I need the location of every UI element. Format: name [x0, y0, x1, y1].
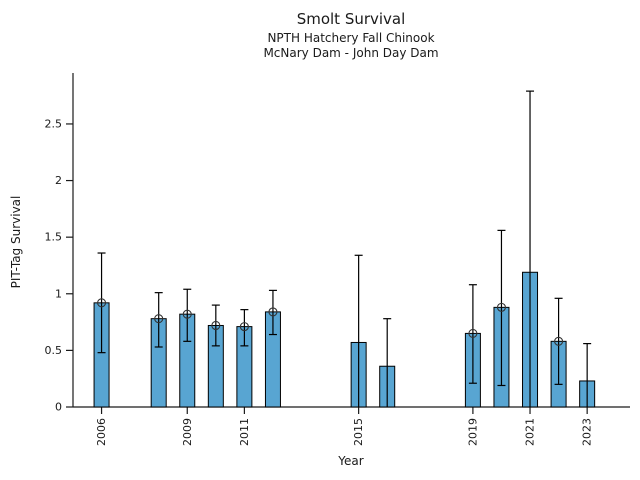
chart-subtitle-line2: McNary Dam - John Day Dam	[263, 46, 439, 60]
chart-title: Smolt Survival	[296, 10, 406, 28]
y-tick-label: 2	[55, 174, 62, 187]
x-tick-label: 2006	[95, 418, 108, 446]
x-tick-label: 2019	[466, 418, 479, 446]
x-axis-label: Year	[337, 454, 363, 468]
point-marker-2020	[496, 302, 507, 312]
chart-subtitle-line1: NPTH Hatchery Fall Chinook	[267, 31, 435, 45]
y-tick-label: 1	[55, 287, 62, 300]
point-marker-2022	[554, 336, 564, 346]
point-marker-2019	[468, 328, 478, 338]
x-tick-label: 2021	[524, 418, 537, 446]
point-marker-2011	[239, 322, 249, 332]
y-tick-label: 1.5	[45, 231, 63, 244]
x-tick-label: 2009	[181, 418, 194, 446]
point-marker-2010	[211, 320, 221, 331]
point-marker-2008	[154, 314, 164, 324]
point-marker-2012	[268, 307, 278, 317]
point-marker-2006	[97, 298, 107, 308]
x-tick-label: 2015	[352, 418, 365, 446]
y-tick-label: 0.5	[45, 344, 63, 357]
point-marker-2009	[182, 309, 192, 319]
x-tick-label: 2011	[238, 418, 251, 446]
y-axis-label: PIT-Tag Survival	[9, 196, 23, 289]
plot-generated-content: 0 0.5 1 1.5 2 2.5 2006 2009 2011 2015 2019 2021 2023	[45, 73, 630, 446]
y-tick-label: 2.5	[45, 117, 63, 130]
x-tick-label: 2023	[581, 418, 594, 446]
y-tick-label: 0	[55, 401, 62, 414]
